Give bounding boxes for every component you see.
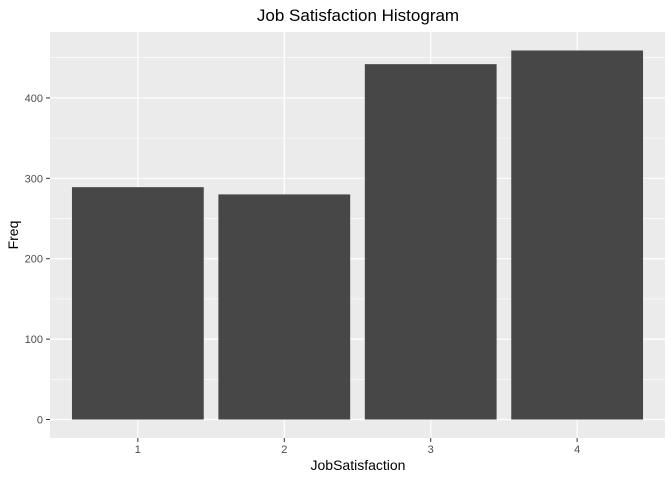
x-tick-label: 4: [574, 444, 580, 456]
y-tick-label: 100: [25, 334, 43, 346]
bar-2: [218, 194, 351, 420]
y-tick-label: 400: [25, 93, 43, 105]
y-tick-label: 200: [25, 254, 43, 266]
y-axis: 0 100 200 300 400: [25, 93, 50, 427]
y-tick-label: 300: [25, 173, 43, 185]
bar-4: [511, 50, 644, 420]
bar-3: [364, 64, 497, 420]
x-axis: 1 2 3 4: [135, 438, 580, 456]
x-tick-label: 1: [135, 444, 141, 456]
y-axis-title: Freq: [5, 221, 21, 250]
x-axis-title: JobSatisfaction: [311, 457, 406, 473]
x-tick-label: 3: [428, 444, 434, 456]
bar-series: [71, 50, 644, 420]
y-tick-label: 0: [37, 415, 43, 427]
chart-title: Job Satisfaction Histogram: [257, 6, 459, 25]
x-tick-label: 2: [281, 444, 287, 456]
bar-1: [71, 187, 204, 420]
